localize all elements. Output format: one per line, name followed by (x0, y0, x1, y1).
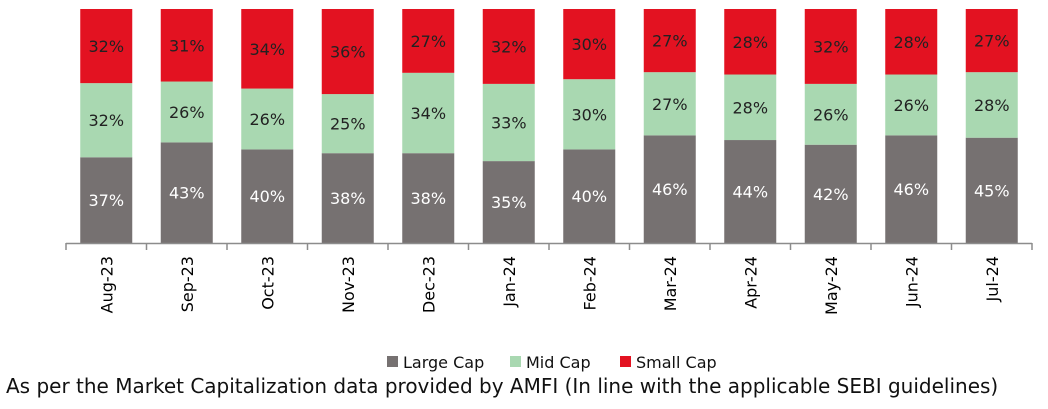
bars-layer (80, 9, 1018, 243)
bar-large-cap-jun-24 (885, 135, 938, 243)
data-label: 37% (88, 191, 124, 210)
data-label: 27% (974, 32, 1010, 51)
bar-small-cap-apr-24 (724, 9, 777, 75)
bar-small-cap-jan-24 (482, 9, 535, 84)
data-label: 40% (249, 187, 285, 206)
x-tick-label: Sep-23 (178, 256, 197, 312)
x-tick-label: Apr-24 (741, 256, 760, 309)
data-label: 31% (169, 36, 205, 55)
bar-small-cap-dec-23 (402, 9, 455, 73)
bar-large-cap-oct-23 (241, 149, 294, 243)
bar-small-cap-feb-24 (563, 9, 616, 80)
x-tick-label: Jul-24 (983, 256, 1002, 302)
x-tick-label: Feb-24 (580, 256, 599, 310)
data-label: 46% (893, 180, 929, 199)
legend-swatch-large-cap (387, 356, 398, 367)
bar-large-cap-may-24 (804, 144, 857, 243)
legend-swatch-mid-cap (510, 356, 521, 367)
legend: Large Cap Mid Cap Small Cap (387, 353, 717, 372)
bar-large-cap-nov-23 (321, 153, 374, 243)
bar-mid-cap-may-24 (804, 83, 857, 145)
bar-mid-cap-sep-23 (160, 81, 213, 143)
legend-label: Large Cap (403, 353, 484, 372)
x-tick-label: Jun-24 (902, 256, 921, 308)
x-tick-label: Aug-23 (97, 256, 116, 313)
data-label: 28% (893, 33, 929, 52)
bar-large-cap-dec-23 (402, 153, 455, 243)
bar-large-cap-feb-24 (563, 149, 616, 243)
legend-label: Small Cap (636, 353, 717, 372)
bar-small-cap-jun-24 (885, 9, 938, 75)
legend-swatch-small-cap (620, 356, 631, 367)
data-label: 32% (88, 37, 124, 56)
bar-small-cap-sep-23 (160, 9, 213, 82)
bar-large-cap-mar-24 (643, 135, 696, 243)
data-label: 28% (732, 33, 768, 52)
bar-mid-cap-mar-24 (643, 72, 696, 136)
data-label: 28% (974, 96, 1010, 115)
data-label: 32% (88, 111, 124, 130)
data-label: 43% (169, 184, 205, 203)
bar-small-cap-jul-24 (965, 9, 1018, 73)
data-label: 30% (571, 35, 607, 54)
bar-mid-cap-jan-24 (482, 83, 535, 162)
bar-mid-cap-feb-24 (563, 79, 616, 150)
data-labels-layer: 37% 32% 32% 43% 26% 31% 40% 26% 34% 38% 25% 36% 38% 3… (88, 32, 1009, 212)
bar-mid-cap-apr-24 (724, 74, 777, 141)
data-label: 26% (813, 105, 849, 124)
data-label: 40% (571, 187, 607, 206)
x-axis: Aug-23 Sep-23 Oct-23 Nov-23 Dec-23 Jan-24 Feb-… (65, 242, 1033, 315)
data-label: 34% (410, 104, 446, 123)
bar-mid-cap-oct-23 (241, 88, 294, 150)
data-label: 36% (330, 43, 366, 62)
x-tick-label: Oct-23 (258, 256, 277, 310)
bar-mid-cap-jul-24 (965, 72, 1018, 138)
bar-large-cap-aug-23 (80, 157, 133, 243)
data-label: 45% (974, 181, 1010, 200)
x-tick-label: Mar-24 (661, 256, 680, 311)
data-label: 32% (813, 37, 849, 56)
footnote: As per the Market Capitalization data pr… (6, 374, 999, 398)
bar-small-cap-may-24 (804, 9, 857, 84)
bar-large-cap-apr-24 (724, 140, 777, 243)
data-label: 27% (410, 32, 446, 51)
bar-small-cap-mar-24 (643, 9, 696, 73)
data-label: 38% (410, 189, 446, 208)
bar-small-cap-oct-23 (241, 9, 294, 89)
data-label: 32% (491, 37, 527, 56)
data-label: 27% (652, 95, 688, 114)
legend-label: Mid Cap (526, 353, 591, 372)
x-tick-label: Jan-24 (500, 256, 519, 308)
data-label: 46% (652, 180, 688, 199)
data-label: 34% (249, 40, 285, 59)
data-label: 26% (249, 110, 285, 129)
stacked-bar-chart: 37% 32% 32% 43% 26% 31% 40% 26% 34% 38% 25% 36% 38% 3… (65, 9, 1033, 372)
data-label: 25% (330, 115, 366, 134)
x-tick-label: Dec-23 (419, 256, 438, 313)
data-label: 30% (571, 105, 607, 124)
bar-large-cap-jan-24 (482, 161, 535, 243)
bar-mid-cap-jun-24 (885, 74, 938, 136)
bar-mid-cap-aug-23 (80, 83, 133, 158)
bar-small-cap-aug-23 (80, 9, 133, 84)
data-label: 42% (813, 185, 849, 204)
bar-mid-cap-nov-23 (321, 94, 374, 154)
data-label: 28% (732, 98, 768, 117)
bar-large-cap-sep-23 (160, 142, 213, 243)
data-label: 35% (491, 193, 527, 212)
data-label: 33% (491, 113, 527, 132)
bar-mid-cap-dec-23 (402, 72, 455, 154)
data-label: 44% (732, 183, 768, 202)
x-tick-label: Nov-23 (339, 256, 358, 313)
bar-small-cap-nov-23 (321, 9, 374, 95)
bar-large-cap-jul-24 (965, 137, 1018, 243)
data-label: 27% (652, 32, 688, 51)
data-label: 38% (330, 189, 366, 208)
data-label: 26% (893, 96, 929, 115)
data-label: 26% (169, 103, 205, 122)
x-tick-label: May-24 (822, 256, 841, 315)
